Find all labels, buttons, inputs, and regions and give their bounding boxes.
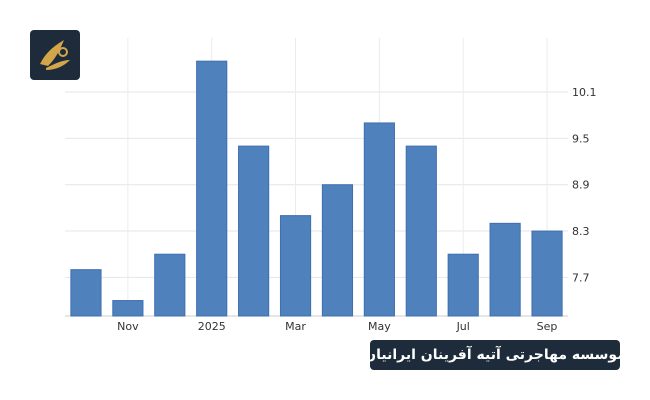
wing-monogram-icon	[30, 30, 80, 80]
bar-jul	[447, 253, 479, 317]
x-axis-ticks: Nov 2025 Mar May Jul Sep	[117, 320, 557, 333]
x-tick-label: Nov	[117, 320, 139, 333]
bar-feb	[238, 145, 270, 317]
x-tick-label: Mar	[285, 320, 306, 333]
x-tick-label: May	[368, 320, 391, 333]
y-axis-ticks: 7.7 8.3 8.9 9.5 10.1	[572, 86, 597, 284]
bar-mar	[279, 215, 312, 317]
bar-oct	[70, 269, 102, 317]
bar-aug	[489, 222, 521, 317]
bar-may	[363, 122, 395, 317]
y-tick-label: 10.1	[572, 86, 597, 99]
y-tick-label: 8.9	[572, 179, 590, 192]
x-tick-label: Jul	[456, 320, 470, 333]
bar-dec	[154, 253, 186, 317]
bar-apr	[321, 184, 354, 317]
y-tick-label: 9.5	[572, 132, 590, 145]
x-tick-label: Sep	[537, 320, 558, 333]
y-tick-label: 8.3	[572, 225, 590, 238]
bar-jun	[405, 145, 437, 317]
bar-nov	[112, 300, 144, 317]
y-tick-label: 7.7	[572, 271, 590, 284]
x-tick-label: 2025	[198, 320, 226, 333]
bars	[70, 60, 563, 317]
bar-sep	[531, 230, 563, 317]
bar-2025	[196, 60, 228, 317]
brand-banner: موسسه مهاجرتی آتیه آفرینان ایرانیان	[364, 340, 626, 370]
